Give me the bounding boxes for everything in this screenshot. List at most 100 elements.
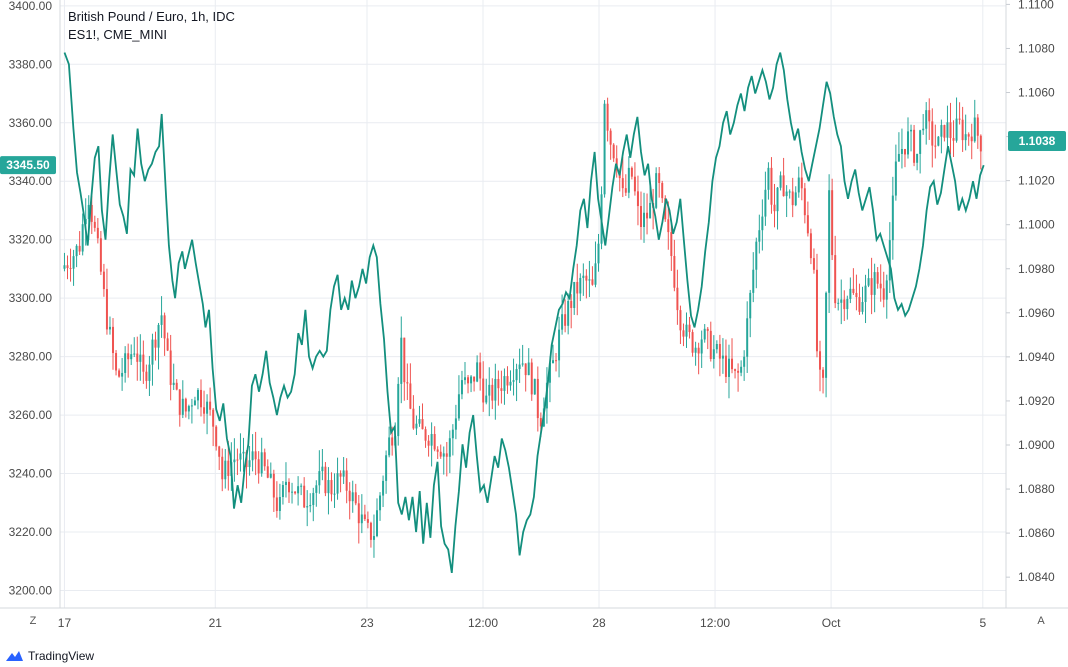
left-tick-label: 3320.00	[9, 233, 53, 247]
right-tick-label: 1.0880	[1018, 482, 1055, 496]
time-axis[interactable]: 17 21 23 12:00 28 12:00 Oct 5	[58, 616, 987, 630]
candle-body	[196, 389, 199, 401]
candle-body	[96, 227, 99, 239]
candle-body	[272, 473, 275, 498]
candle-body	[403, 337, 406, 383]
candle-body	[227, 460, 230, 476]
candle-body	[485, 395, 488, 403]
candle-body	[767, 167, 770, 190]
candle-body	[758, 230, 761, 242]
tradingview-logo[interactable]: TradingView	[4, 646, 94, 666]
candle-body	[218, 446, 221, 457]
candle-body	[897, 153, 900, 162]
candle-body	[69, 268, 72, 270]
candle-body	[479, 362, 482, 379]
auto-scale-right-button[interactable]: A	[1037, 615, 1045, 627]
time-tick-label: 12:00	[468, 616, 498, 630]
right-tick-label: 1.0900	[1018, 438, 1055, 452]
candle-body	[731, 358, 734, 370]
left-price-axis[interactable]: 3400.00 3380.00 3360.00 3340.00 3320.00 3300.…	[9, 0, 53, 597]
candle-body	[309, 505, 312, 507]
candle-body	[667, 219, 670, 233]
candle-body	[121, 372, 124, 377]
candle-body	[297, 486, 300, 494]
candle-body	[907, 131, 910, 155]
candle-body	[940, 125, 943, 137]
right-tick-label: 1.1060	[1018, 86, 1055, 100]
candle-body	[433, 433, 436, 450]
candle-body	[852, 288, 855, 293]
candle-body	[658, 173, 661, 183]
candle-body	[294, 491, 297, 494]
left-tick-label: 3400.00	[9, 0, 53, 13]
candle-body	[955, 118, 958, 141]
candle-body	[515, 369, 518, 381]
candle-body	[606, 103, 609, 131]
candle-body	[494, 378, 497, 401]
candle-body	[87, 204, 90, 219]
candle-body	[397, 383, 400, 437]
candle-body	[812, 258, 815, 270]
auto-scale-left-button[interactable]: Z	[29, 615, 37, 627]
candle-body	[630, 167, 633, 177]
candle-body	[457, 394, 460, 419]
candle-body	[843, 299, 846, 310]
candle-body	[145, 371, 148, 381]
left-tick-label: 3360.00	[9, 116, 53, 130]
candle-body	[324, 466, 327, 494]
candle-body	[209, 401, 212, 410]
candle-body	[788, 191, 791, 193]
candle-body	[239, 453, 242, 460]
candle-body	[184, 398, 187, 412]
right-tick-label: 1.1020	[1018, 174, 1055, 188]
candle-body	[752, 269, 755, 293]
right-tick-label: 1.1000	[1018, 218, 1055, 232]
candle-body	[706, 328, 709, 331]
candle-body	[840, 299, 843, 303]
candle-body	[643, 212, 646, 227]
candle-body	[894, 161, 897, 196]
candle-body	[112, 326, 115, 354]
candle-body	[624, 188, 627, 193]
candle-body	[958, 118, 961, 120]
candle-body	[873, 272, 876, 295]
candle-body	[360, 514, 363, 524]
candle-body	[724, 355, 727, 377]
candle-body	[806, 215, 809, 234]
candle-body	[603, 103, 606, 195]
candle-body	[612, 144, 615, 159]
candle-body	[391, 437, 394, 446]
candle-body	[837, 302, 840, 304]
candle-body	[791, 191, 794, 206]
candle-body	[661, 182, 664, 199]
candle-body	[782, 175, 785, 197]
candle-body	[388, 437, 391, 456]
candle-body	[75, 245, 78, 257]
candle-body	[910, 129, 913, 132]
candle-body	[703, 328, 706, 340]
candle-body	[345, 470, 348, 491]
candle-body	[467, 377, 470, 384]
candle-body	[178, 389, 181, 415]
candle-body	[266, 466, 269, 478]
candle-body	[694, 347, 697, 353]
candle-body	[212, 409, 215, 427]
candle-body	[564, 314, 567, 326]
candle-body	[776, 187, 779, 212]
candle-body	[512, 380, 515, 382]
time-tick-label: 21	[209, 616, 223, 630]
candle-body	[303, 485, 306, 508]
right-price-axis[interactable]: 1.11001.10801.10601.10401.10201.10001.09…	[1006, 0, 1055, 584]
right-tick-label: 1.1100	[1018, 0, 1054, 11]
candle-body	[160, 315, 163, 325]
candle-body	[585, 275, 588, 281]
candle-body	[967, 134, 970, 137]
candle-body	[124, 353, 127, 373]
candle-body	[831, 190, 834, 256]
candle-body	[78, 245, 81, 252]
candle-body	[445, 453, 448, 457]
candle-body	[157, 324, 160, 348]
candle-body	[561, 314, 564, 330]
candle-body	[342, 470, 345, 477]
